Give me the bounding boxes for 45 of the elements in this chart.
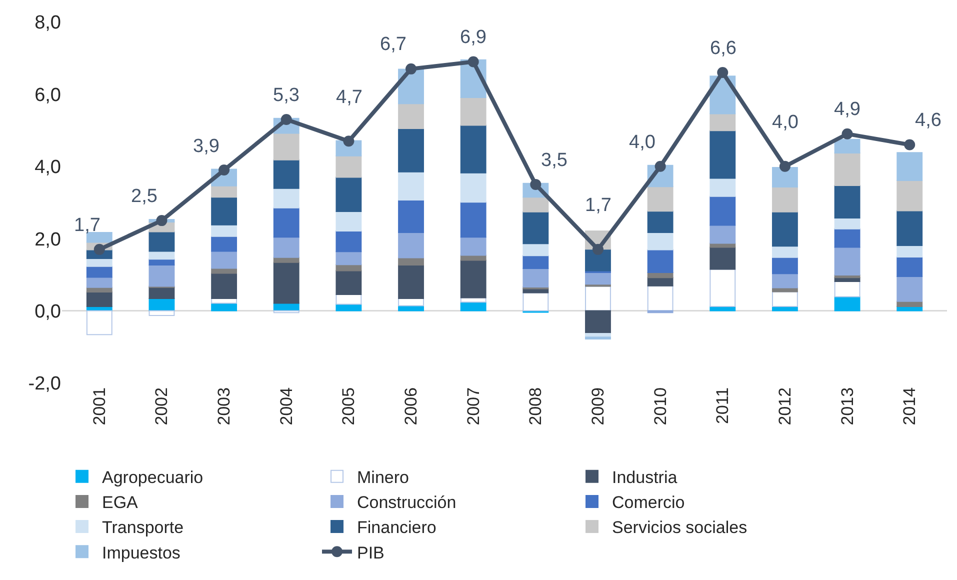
data-label: 4,6 xyxy=(915,110,942,131)
data-label: 2,5 xyxy=(131,186,158,207)
legend-label: Construcción xyxy=(357,493,456,512)
data-label: 1,7 xyxy=(74,215,100,236)
y-tick-label: 0,0 xyxy=(34,301,61,322)
y-tick-label: 8,0 xyxy=(34,12,61,34)
x-tick-label: 2014 xyxy=(900,387,920,426)
x-tick-label: 2007 xyxy=(464,387,483,426)
data-label: 1,7 xyxy=(585,195,612,216)
y-tick-label: -2,0 xyxy=(28,374,61,395)
legend-label: Financiero xyxy=(357,518,436,538)
legend-label: Industria xyxy=(612,468,678,487)
data-label: 4,0 xyxy=(772,112,798,133)
data-label: 5,3 xyxy=(273,85,300,106)
x-tick-label: 2013 xyxy=(838,387,857,426)
x-tick-label: 2003 xyxy=(214,387,234,426)
data-label: 4,7 xyxy=(336,87,362,108)
data-label: 6,6 xyxy=(710,38,736,59)
legend-label: PIB xyxy=(357,543,384,562)
x-tick-label: 2001 xyxy=(90,387,109,426)
legend-label: EGA xyxy=(102,493,139,512)
x-tick-label: 2004 xyxy=(276,387,296,426)
x-tick-label: 2009 xyxy=(588,387,608,426)
data-label: 4,9 xyxy=(834,99,860,120)
x-tick-label: 2006 xyxy=(402,387,421,426)
data-label: 6,9 xyxy=(460,27,486,48)
data-label: 6,7 xyxy=(380,34,406,55)
legend-label: Transporte xyxy=(102,518,184,538)
x-tick-label: 2010 xyxy=(650,387,670,426)
y-tick-label: 4,0 xyxy=(34,157,61,178)
legend-label: Comercio xyxy=(612,493,685,512)
x-tick-label: 2008 xyxy=(526,387,546,426)
legend-label: Servicios sociales xyxy=(612,518,748,538)
x-tick-label: 2012 xyxy=(775,387,794,426)
legend-label: Impuestos xyxy=(102,543,180,562)
data-label: 4,0 xyxy=(629,132,656,153)
x-tick-label: 2002 xyxy=(152,387,172,426)
x-tick-label: 2011 xyxy=(713,387,732,424)
data-label: 3,9 xyxy=(193,136,220,157)
legend-label: Agropecuario xyxy=(102,468,204,487)
x-tick-label: 2005 xyxy=(339,387,358,426)
data-label: 3,5 xyxy=(541,150,568,171)
y-tick-label: 6,0 xyxy=(34,84,61,106)
y-tick-label: 2,0 xyxy=(34,229,61,250)
legend-label: Minero xyxy=(357,468,409,487)
